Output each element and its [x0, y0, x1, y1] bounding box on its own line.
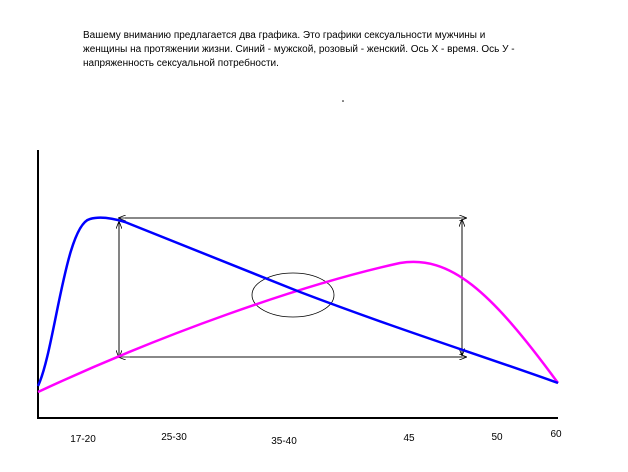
description-line: женщины на протяжении жизни. Синий - муж…	[83, 44, 515, 55]
axes	[37, 150, 558, 419]
ellipse	[251, 272, 335, 318]
x-label: 60	[550, 429, 562, 440]
x-label: 25-30	[161, 432, 187, 443]
description: Вашему вниманию предлагается два графика…	[83, 29, 515, 69]
description-line: напряженность сексуальной потребности.	[83, 57, 279, 69]
dot	[342, 100, 344, 102]
male-curve	[36, 216, 559, 387]
x-labels: 17-20 25-30 35-40 45 50 60	[70, 429, 562, 447]
female-curve	[37, 260, 560, 394]
x-label: 17-20	[70, 434, 96, 445]
annotation-box	[119, 218, 466, 357]
x-label: 45	[403, 433, 415, 444]
x-label: 35-40	[271, 436, 297, 447]
description-line: Вашему вниманию предлагается два графика…	[83, 29, 485, 41]
x-label: 50	[491, 432, 503, 443]
